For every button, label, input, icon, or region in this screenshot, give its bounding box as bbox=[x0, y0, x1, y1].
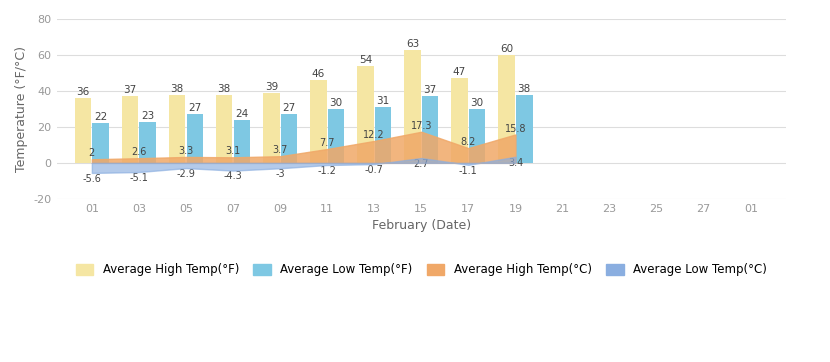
Text: 31: 31 bbox=[377, 96, 390, 106]
Text: 22: 22 bbox=[94, 113, 107, 122]
Text: 8.2: 8.2 bbox=[461, 137, 476, 147]
Bar bbox=[139, 122, 156, 163]
Text: 24: 24 bbox=[235, 109, 248, 119]
Text: -5.6: -5.6 bbox=[82, 174, 101, 184]
Bar bbox=[216, 94, 232, 163]
Text: 7.7: 7.7 bbox=[320, 138, 335, 148]
Text: 37: 37 bbox=[423, 85, 437, 96]
Bar bbox=[233, 120, 250, 163]
Text: -3: -3 bbox=[276, 169, 285, 179]
Text: 3.1: 3.1 bbox=[226, 146, 241, 156]
Text: -1.1: -1.1 bbox=[459, 166, 478, 176]
Bar bbox=[169, 94, 185, 163]
Text: 3.7: 3.7 bbox=[272, 145, 288, 155]
Text: -0.7: -0.7 bbox=[365, 165, 383, 175]
Bar bbox=[422, 96, 438, 163]
Bar bbox=[328, 109, 344, 163]
Text: 2: 2 bbox=[89, 148, 95, 158]
Text: 60: 60 bbox=[500, 44, 513, 54]
Bar bbox=[498, 55, 515, 163]
Bar bbox=[375, 107, 391, 163]
Text: 27: 27 bbox=[282, 104, 295, 113]
Bar bbox=[92, 123, 109, 163]
Bar bbox=[187, 114, 203, 163]
Text: 3.3: 3.3 bbox=[178, 146, 193, 156]
Text: 38: 38 bbox=[217, 84, 231, 94]
Bar bbox=[310, 80, 326, 163]
Text: 36: 36 bbox=[76, 87, 90, 97]
Text: 17.3: 17.3 bbox=[411, 121, 432, 131]
Text: 27: 27 bbox=[188, 104, 202, 113]
Bar bbox=[469, 109, 486, 163]
Text: 30: 30 bbox=[330, 98, 343, 108]
Bar bbox=[75, 98, 91, 163]
Bar bbox=[281, 114, 297, 163]
Text: 63: 63 bbox=[406, 39, 419, 49]
Text: 23: 23 bbox=[141, 111, 154, 121]
Legend: Average High Temp(°F), Average Low Temp(°F), Average High Temp(°C), Average Low : Average High Temp(°F), Average Low Temp(… bbox=[71, 259, 772, 281]
Text: 39: 39 bbox=[265, 82, 278, 92]
Text: 38: 38 bbox=[518, 84, 531, 94]
Bar bbox=[263, 93, 280, 163]
Bar bbox=[404, 50, 421, 163]
Text: 37: 37 bbox=[124, 85, 137, 96]
Y-axis label: Temperature (°F/°C): Temperature (°F/°C) bbox=[15, 46, 28, 172]
Text: -1.2: -1.2 bbox=[318, 166, 337, 176]
Text: -2.9: -2.9 bbox=[177, 169, 195, 179]
Text: 30: 30 bbox=[471, 98, 484, 108]
Text: 3.4: 3.4 bbox=[508, 157, 523, 168]
Text: 46: 46 bbox=[312, 69, 325, 79]
Text: 2.7: 2.7 bbox=[413, 159, 429, 169]
Text: 47: 47 bbox=[453, 67, 466, 77]
Text: 15.8: 15.8 bbox=[505, 123, 526, 134]
Text: 38: 38 bbox=[170, 84, 183, 94]
Bar bbox=[122, 96, 139, 163]
Bar bbox=[516, 94, 533, 163]
Text: 12.2: 12.2 bbox=[364, 130, 385, 140]
Bar bbox=[357, 66, 374, 163]
Bar bbox=[452, 78, 468, 163]
X-axis label: February (Date): February (Date) bbox=[372, 219, 471, 232]
Text: 2.6: 2.6 bbox=[131, 147, 147, 157]
Text: -4.3: -4.3 bbox=[223, 172, 242, 181]
Text: 54: 54 bbox=[359, 55, 372, 65]
Text: -5.1: -5.1 bbox=[129, 173, 149, 183]
